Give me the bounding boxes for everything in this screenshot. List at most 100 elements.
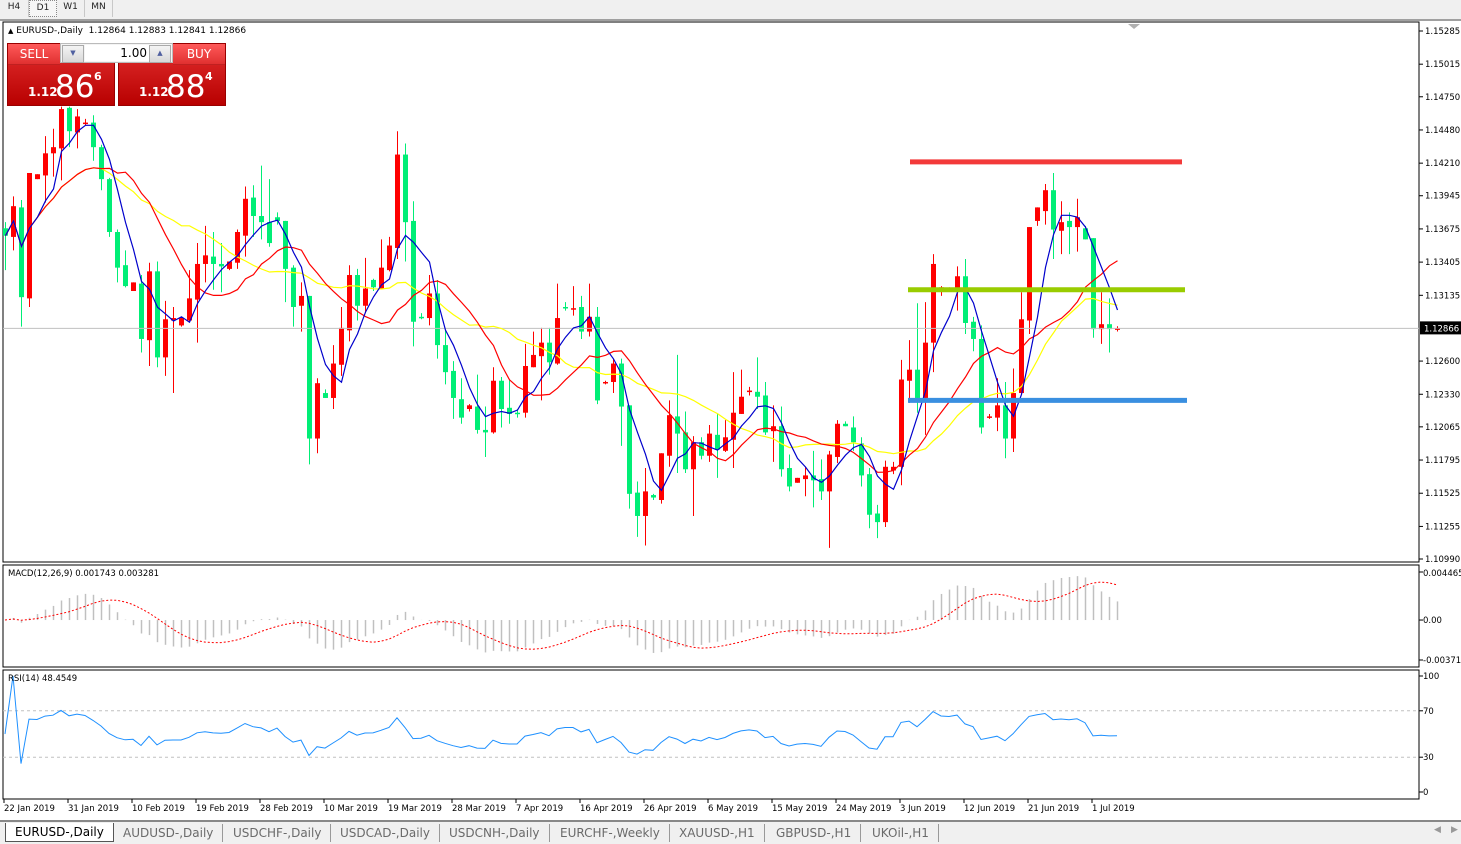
candle-body xyxy=(1035,207,1040,221)
candle xyxy=(971,316,976,352)
candle xyxy=(539,327,544,401)
chart-canvas[interactable]: 1.15285 1.15015 1.14750 1.14480 1.14210 1.139… xyxy=(0,0,1461,820)
candle xyxy=(1003,381,1008,459)
candle-body xyxy=(571,308,576,310)
candle-body xyxy=(315,383,320,439)
candle xyxy=(851,416,856,451)
candle xyxy=(291,265,296,327)
timeframe-h4[interactable]: H4 xyxy=(0,0,29,17)
date-tick-label: 28 Mar 2019 xyxy=(452,804,506,814)
buy-button[interactable]: BUY 1.12 88 4 xyxy=(118,43,226,106)
chart-header: ▲ EURUSD-,Daily 1.12864 1.12883 1.12841 … xyxy=(8,26,246,36)
candle-body xyxy=(267,222,272,244)
candle xyxy=(443,330,448,385)
candle-body xyxy=(339,327,344,365)
tab-audusd-daily[interactable]: AUDUSD-,Daily xyxy=(114,824,224,842)
price-tick-label: 1.14210 xyxy=(1425,159,1460,169)
lot-size-input[interactable]: 1.00 xyxy=(85,45,149,61)
candle xyxy=(995,378,1000,432)
candle xyxy=(387,236,392,272)
candle-body xyxy=(491,380,496,433)
candle-body xyxy=(899,379,904,467)
candle xyxy=(979,325,984,434)
collapse-triangle-icon[interactable]: ▲ xyxy=(8,27,14,35)
candle-body xyxy=(1027,227,1032,321)
price-tick-label: 1.11795 xyxy=(1425,456,1460,466)
candle xyxy=(659,453,664,504)
timeframe-d1[interactable]: D1 xyxy=(29,0,57,17)
lot-decrease-button[interactable]: ▼ xyxy=(62,45,84,63)
candle xyxy=(795,477,800,483)
candle-body xyxy=(1083,228,1088,240)
ma-fast-line xyxy=(4,124,1119,492)
candle xyxy=(315,378,320,454)
candle-body xyxy=(747,390,752,393)
date-tick-label: 10 Feb 2019 xyxy=(132,804,185,814)
candle xyxy=(579,295,584,339)
candle-body xyxy=(91,122,96,148)
timeframe-w1[interactable]: W1 xyxy=(57,0,85,17)
candle xyxy=(435,279,440,359)
candle-body xyxy=(675,416,680,434)
tab-usdcad-daily[interactable]: USDCAD-,Daily xyxy=(331,824,440,842)
candle-body xyxy=(1075,217,1080,228)
candle xyxy=(867,468,872,529)
date-tick-label: 10 Mar 2019 xyxy=(324,804,378,814)
tab-eurchf-weekly[interactable]: EURCHF-,Weekly xyxy=(551,824,670,842)
candle-body xyxy=(955,276,960,289)
candle-body xyxy=(355,275,360,306)
candle-body xyxy=(1115,328,1120,330)
buy-pips: 88 xyxy=(166,69,206,105)
candle xyxy=(1075,198,1080,252)
candle-body xyxy=(451,370,456,398)
chart-shift-marker-icon xyxy=(1128,24,1140,29)
candle xyxy=(531,331,536,368)
price-tick-label: 1.12330 xyxy=(1425,390,1460,400)
candle-body xyxy=(691,442,696,470)
candle-body xyxy=(411,220,416,322)
candle xyxy=(643,468,648,546)
candle-body xyxy=(67,107,72,132)
rsi-line xyxy=(4,675,1118,764)
macd-tick-label: -0.003715 xyxy=(1423,656,1461,666)
candle xyxy=(755,357,760,410)
candle xyxy=(915,303,920,413)
tab-usdchf-daily[interactable]: USDCHF-,Daily xyxy=(224,824,332,842)
candle-body xyxy=(931,263,936,343)
candle xyxy=(3,222,8,271)
candle-body xyxy=(883,466,888,523)
candle-body xyxy=(347,275,352,331)
candle xyxy=(427,275,432,326)
candle xyxy=(675,354,680,473)
candle xyxy=(267,179,272,247)
candle xyxy=(323,389,328,398)
candle-body xyxy=(659,453,664,500)
candle-body xyxy=(763,395,768,433)
tab-ukoil-h1[interactable]: UKOil-,H1 xyxy=(863,824,939,842)
buy-label: BUY xyxy=(173,44,225,65)
candle-body xyxy=(651,495,656,498)
tab-xauusd-h1[interactable]: XAUUSD-,H1 xyxy=(670,824,765,842)
sell-pips: 86 xyxy=(55,69,95,105)
candle-body xyxy=(99,147,104,180)
candle xyxy=(507,379,512,424)
candle-body xyxy=(851,427,856,443)
one-click-trading-panel: SELL 1.12 86 6 BUY 1.12 88 4 ▼ 1.00 ▲ xyxy=(7,43,227,107)
sell-big-figure: 1.12 xyxy=(28,85,58,99)
tab-gbpusd-h1[interactable]: GBPUSD-,H1 xyxy=(767,824,862,842)
candle-body xyxy=(483,429,488,433)
candle xyxy=(1027,227,1032,335)
candle-body xyxy=(43,153,48,176)
candle xyxy=(963,259,968,335)
lot-increase-button[interactable]: ▲ xyxy=(149,45,171,63)
tab-eurusd-daily[interactable]: EURUSD-,Daily xyxy=(5,823,114,842)
candle-body xyxy=(787,468,792,487)
candle-body xyxy=(1067,220,1072,228)
tabs-scroll-left-icon[interactable]: ◀ xyxy=(1434,825,1441,835)
candle xyxy=(907,340,912,403)
candle-body xyxy=(1091,238,1096,330)
tabs-scroll-right-icon[interactable]: ▶ xyxy=(1451,825,1458,835)
timeframe-mn[interactable]: MN xyxy=(85,0,113,17)
tab-usdcnh-daily[interactable]: USDCNH-,Daily xyxy=(440,824,550,842)
candle-body xyxy=(211,256,216,264)
